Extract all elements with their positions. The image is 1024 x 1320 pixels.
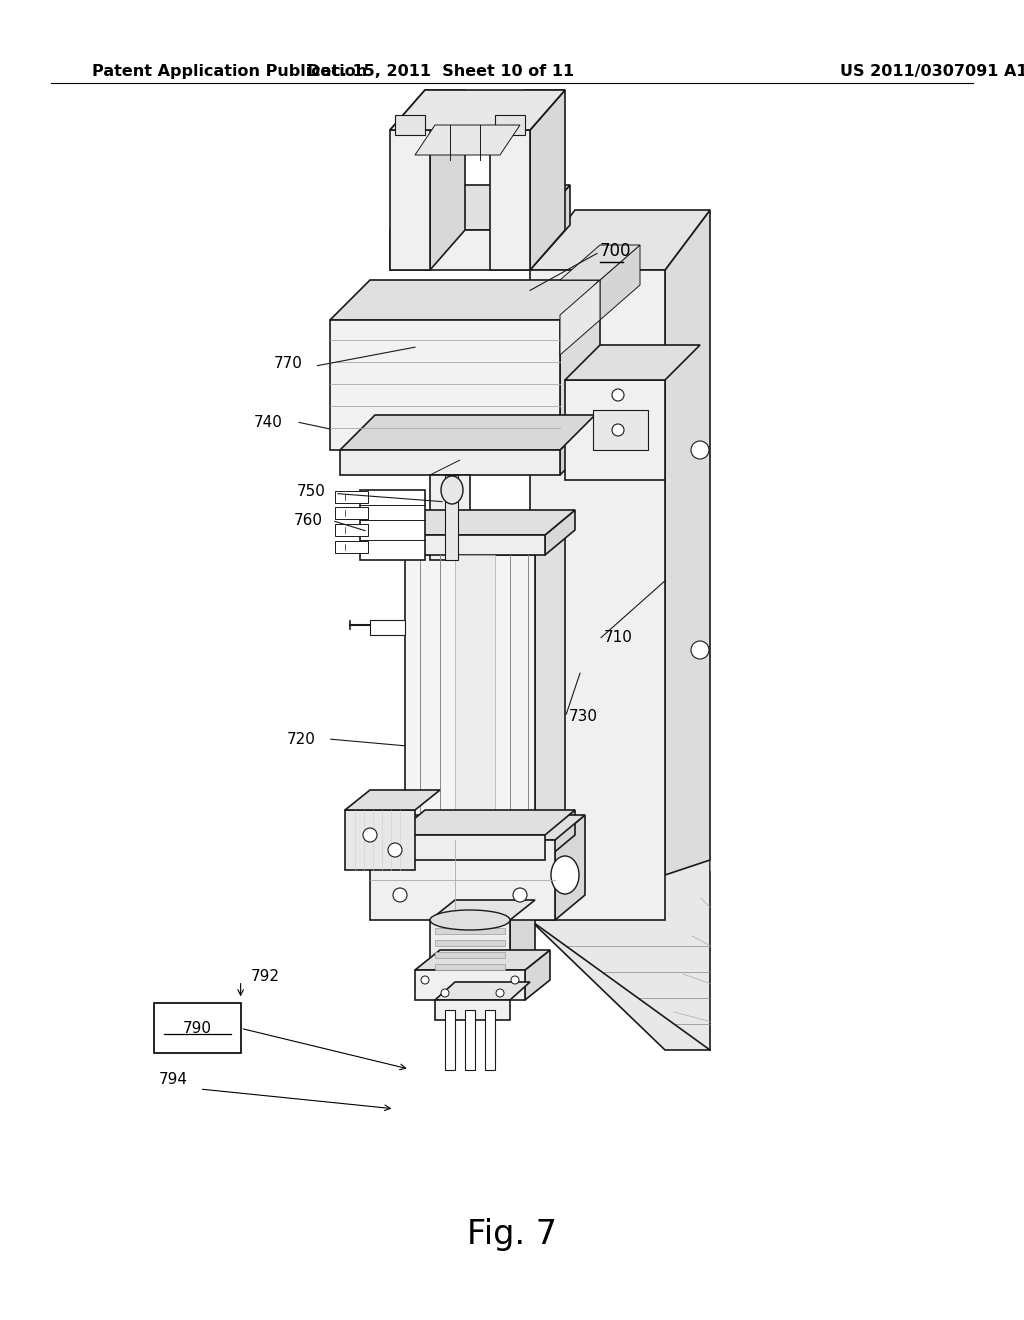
Circle shape	[513, 888, 527, 902]
Polygon shape	[560, 280, 600, 355]
Circle shape	[691, 642, 709, 659]
Polygon shape	[560, 414, 595, 475]
Polygon shape	[545, 510, 575, 554]
Polygon shape	[435, 952, 505, 958]
Polygon shape	[335, 507, 368, 519]
Bar	[445, 1010, 455, 1071]
Polygon shape	[435, 964, 505, 970]
Polygon shape	[555, 814, 585, 920]
Polygon shape	[395, 810, 575, 836]
Text: 790: 790	[182, 1020, 212, 1036]
Circle shape	[612, 424, 624, 436]
Polygon shape	[340, 414, 595, 450]
Polygon shape	[335, 524, 368, 536]
Text: Dec. 15, 2011  Sheet 10 of 11: Dec. 15, 2011 Sheet 10 of 11	[307, 63, 573, 79]
Text: 700: 700	[600, 242, 632, 260]
Circle shape	[511, 975, 519, 983]
Polygon shape	[415, 970, 525, 1001]
Text: 740: 740	[254, 414, 283, 430]
Bar	[395, 115, 425, 135]
Bar	[154, 1003, 241, 1053]
Polygon shape	[490, 90, 565, 129]
Text: Patent Application Publication: Patent Application Publication	[92, 63, 368, 79]
Polygon shape	[435, 940, 505, 946]
Text: 730: 730	[568, 709, 597, 725]
Polygon shape	[530, 271, 665, 920]
Polygon shape	[530, 210, 710, 271]
Text: 720: 720	[287, 731, 315, 747]
Polygon shape	[530, 861, 710, 1049]
Polygon shape	[390, 129, 430, 271]
Circle shape	[362, 828, 377, 842]
Text: Fig. 7: Fig. 7	[467, 1217, 557, 1251]
Polygon shape	[345, 810, 415, 870]
Polygon shape	[530, 185, 570, 271]
Polygon shape	[490, 129, 530, 271]
Polygon shape	[370, 620, 406, 635]
Circle shape	[393, 888, 407, 902]
Text: US 2011/0307091 A1: US 2011/0307091 A1	[840, 63, 1024, 79]
Text: 792: 792	[251, 969, 280, 985]
Polygon shape	[330, 319, 560, 450]
Polygon shape	[565, 345, 700, 380]
Circle shape	[388, 843, 402, 857]
Polygon shape	[406, 554, 535, 836]
Polygon shape	[510, 900, 535, 970]
Polygon shape	[335, 541, 368, 553]
Polygon shape	[455, 554, 495, 836]
Polygon shape	[430, 90, 465, 271]
Text: 710: 710	[604, 630, 633, 645]
Polygon shape	[565, 380, 665, 480]
Polygon shape	[665, 210, 710, 920]
Bar	[485, 1010, 495, 1071]
Polygon shape	[345, 789, 440, 810]
Circle shape	[496, 989, 504, 997]
Polygon shape	[335, 491, 368, 503]
Polygon shape	[330, 280, 600, 319]
Polygon shape	[360, 490, 425, 560]
Text: 760: 760	[294, 512, 323, 528]
Bar	[465, 1010, 475, 1071]
Polygon shape	[445, 475, 458, 560]
Polygon shape	[395, 535, 545, 554]
Polygon shape	[530, 90, 565, 271]
Polygon shape	[430, 475, 470, 560]
Polygon shape	[370, 814, 585, 840]
Circle shape	[612, 389, 624, 401]
Polygon shape	[600, 246, 640, 319]
Ellipse shape	[430, 909, 510, 931]
Polygon shape	[415, 950, 550, 970]
Bar	[495, 115, 525, 135]
Polygon shape	[390, 185, 570, 230]
Text: 770: 770	[273, 355, 302, 371]
Circle shape	[591, 286, 609, 304]
Polygon shape	[435, 1001, 510, 1020]
Circle shape	[691, 441, 709, 459]
Polygon shape	[395, 510, 575, 535]
Ellipse shape	[441, 477, 463, 504]
Polygon shape	[435, 928, 505, 935]
Polygon shape	[545, 810, 575, 861]
Polygon shape	[390, 90, 565, 129]
Circle shape	[421, 975, 429, 983]
Polygon shape	[560, 246, 640, 280]
Ellipse shape	[551, 855, 579, 894]
Polygon shape	[390, 90, 465, 129]
Polygon shape	[430, 920, 510, 970]
Polygon shape	[535, 531, 565, 836]
Polygon shape	[340, 450, 560, 475]
Polygon shape	[430, 900, 535, 920]
Polygon shape	[430, 459, 460, 475]
Polygon shape	[395, 836, 545, 861]
Circle shape	[441, 989, 449, 997]
Polygon shape	[370, 840, 555, 920]
Polygon shape	[435, 982, 530, 1001]
Polygon shape	[525, 950, 550, 1001]
Polygon shape	[560, 280, 600, 450]
Text: 794: 794	[159, 1072, 187, 1088]
Bar	[593, 411, 647, 450]
Polygon shape	[390, 230, 530, 271]
Polygon shape	[415, 125, 520, 154]
Text: 750: 750	[297, 483, 326, 499]
